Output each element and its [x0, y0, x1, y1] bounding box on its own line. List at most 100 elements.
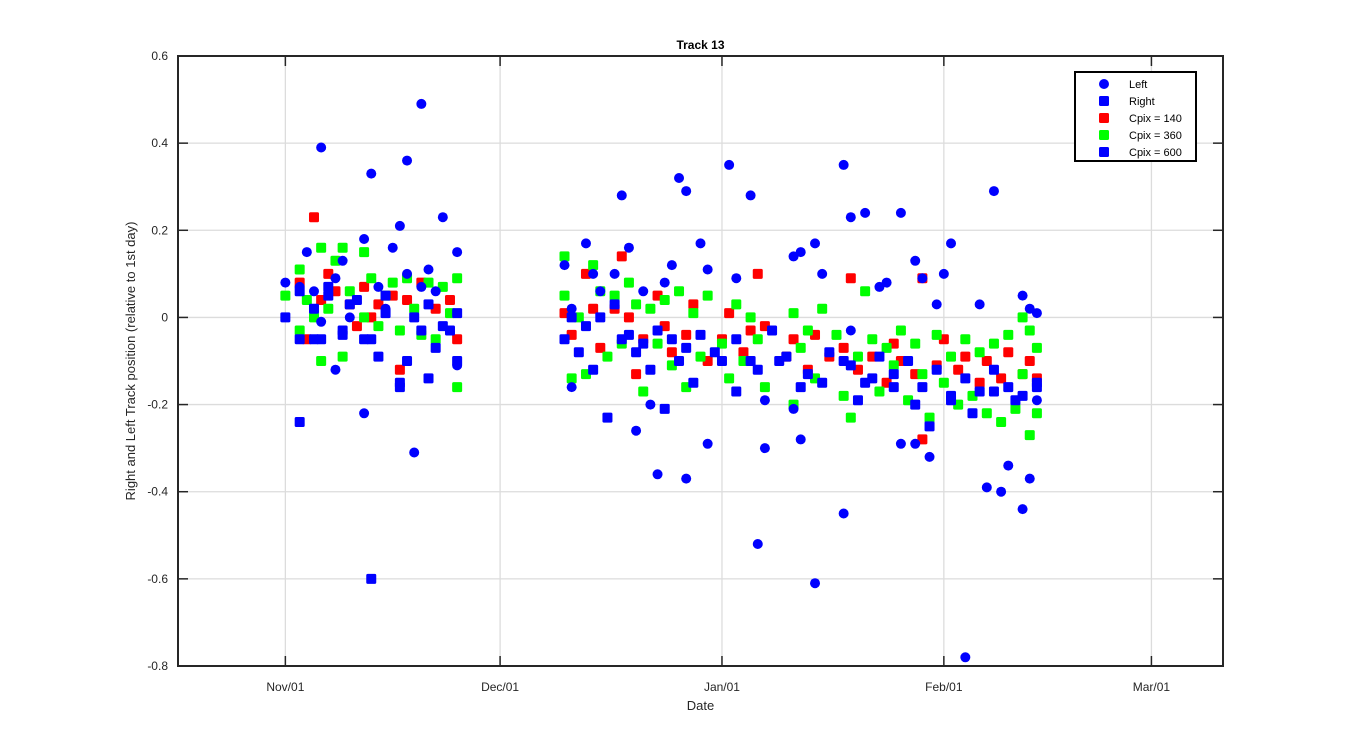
data-point	[731, 273, 742, 284]
data-point	[359, 408, 370, 419]
data-point	[938, 377, 949, 388]
data-point	[860, 286, 871, 297]
y-tick-label: 0.4	[151, 136, 168, 150]
data-point	[1010, 403, 1021, 414]
data-point	[623, 329, 634, 340]
series-cpix-360	[280, 242, 1042, 441]
data-point	[903, 356, 914, 366]
series-right	[280, 286, 1042, 584]
data-point	[817, 268, 828, 279]
data-point	[316, 334, 327, 345]
data-point	[1031, 408, 1042, 419]
legend-label: Cpix = 140	[1129, 113, 1182, 125]
data-point	[394, 382, 405, 393]
data-point	[681, 342, 692, 353]
data-point	[860, 377, 871, 388]
data-point	[795, 247, 806, 258]
data-point	[330, 273, 341, 284]
data-point	[645, 303, 656, 314]
data-point	[659, 277, 670, 288]
data-point	[373, 321, 384, 332]
data-point	[380, 290, 391, 301]
data-point	[860, 207, 871, 218]
data-point	[852, 351, 863, 362]
data-point	[394, 364, 405, 375]
data-point	[437, 212, 448, 223]
data-point	[681, 329, 692, 340]
data-point	[609, 268, 620, 279]
data-point	[888, 360, 899, 371]
legend-box	[1074, 71, 1197, 162]
data-point	[387, 277, 398, 288]
data-point	[652, 325, 663, 336]
data-point	[1031, 342, 1042, 353]
data-point	[931, 329, 942, 340]
data-point	[810, 578, 821, 589]
data-point	[580, 238, 591, 249]
y-tick-label: 0.6	[151, 49, 168, 63]
y-tick-label: -0.6	[147, 572, 168, 586]
data-point	[416, 325, 427, 336]
legend-label: Right	[1129, 96, 1155, 108]
series-cpix-600	[294, 281, 1042, 406]
data-point	[595, 312, 606, 323]
data-point	[1024, 430, 1035, 441]
data-point	[394, 220, 405, 231]
data-point	[838, 508, 849, 519]
data-point	[308, 286, 319, 297]
data-point	[852, 395, 863, 406]
data-point	[874, 386, 885, 397]
data-point	[946, 238, 957, 249]
data-point	[1031, 395, 1042, 406]
data-point	[674, 286, 685, 297]
data-point	[294, 325, 305, 336]
data-point	[559, 334, 570, 345]
data-point	[666, 334, 677, 345]
data-point	[1003, 460, 1014, 471]
data-point	[337, 242, 348, 253]
data-point	[695, 351, 706, 362]
data-point	[838, 159, 849, 170]
data-point	[745, 325, 756, 336]
data-point	[301, 247, 312, 258]
data-point	[409, 447, 420, 458]
data-point	[323, 303, 334, 314]
data-point	[724, 308, 735, 319]
data-point	[337, 255, 348, 266]
data-point	[702, 264, 713, 275]
data-point	[638, 386, 649, 397]
data-point	[924, 451, 935, 462]
data-point	[674, 356, 685, 366]
x-tick-label: Jan/01	[704, 680, 740, 694]
data-point	[788, 334, 799, 345]
data-point	[402, 356, 413, 366]
data-point	[996, 486, 1007, 497]
data-point	[559, 290, 570, 301]
data-point	[917, 382, 928, 393]
data-point	[373, 281, 384, 292]
data-point	[666, 347, 677, 358]
data-point	[1017, 290, 1028, 301]
data-point	[366, 273, 377, 284]
data-point	[931, 299, 942, 310]
data-point	[845, 212, 856, 223]
data-point	[588, 364, 599, 375]
data-point	[695, 238, 706, 249]
data-point	[702, 438, 713, 449]
data-point	[716, 338, 727, 349]
data-point	[731, 299, 742, 310]
data-point	[1017, 504, 1028, 515]
data-point	[881, 342, 892, 353]
data-point	[623, 277, 634, 288]
data-point	[802, 325, 813, 336]
data-point	[366, 168, 377, 179]
data-point	[373, 299, 384, 310]
data-point	[294, 334, 305, 345]
legend-marker	[1099, 96, 1109, 106]
data-point	[344, 312, 355, 323]
data-point	[373, 351, 384, 362]
data-point	[824, 347, 835, 358]
chart-title: Track 13	[676, 38, 724, 52]
data-point	[559, 251, 570, 262]
